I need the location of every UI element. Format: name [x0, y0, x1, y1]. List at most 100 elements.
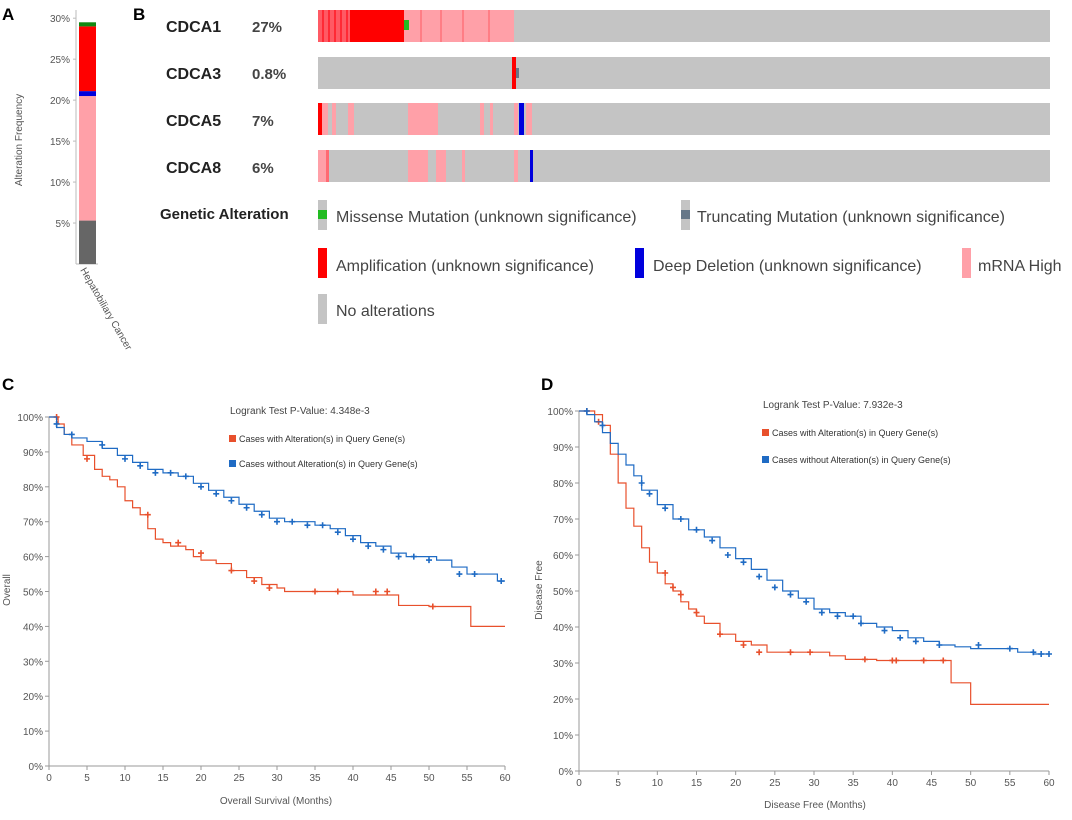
mrna-high-mark: [348, 103, 354, 135]
mrna-stripe: [462, 10, 464, 42]
panel-a-stacked-bar: [79, 22, 96, 264]
censor-mark-altered: [312, 588, 318, 595]
mrna-high-mark: [480, 103, 484, 135]
y-tick-label: 20%: [23, 692, 43, 703]
censor-mark-altered: [920, 657, 927, 664]
x-tick-label: 10: [119, 773, 131, 784]
mrna-high-mark: [526, 103, 532, 135]
censor-mark-unaltered: [213, 490, 220, 497]
y-tick-label: 60%: [23, 553, 43, 564]
gene-label-cdca3: CDCA3: [166, 66, 221, 83]
legend-label: mRNA High: [978, 258, 1062, 275]
censor-mark-unaltered: [68, 431, 75, 438]
deep-deletion-mark: [530, 150, 533, 182]
panel-c-legend-swatch-unaltered: [229, 460, 236, 467]
panel-a-y-ticks: 5% 10% 15% 20% 25% 30%: [50, 14, 76, 230]
oncoprint-track-cdca5: [318, 103, 1050, 135]
x-tick-label: 20: [195, 773, 207, 784]
y-tick-label: 10%: [553, 731, 573, 742]
legend-item-no-alterations: No alterations: [318, 294, 435, 324]
y-tick-label: 0%: [29, 762, 44, 773]
y-tick-label: 20%: [50, 96, 70, 107]
y-tick-label: 0%: [559, 767, 574, 778]
legend-label: No alterations: [336, 303, 435, 320]
censor-mark-unaltered: [274, 518, 280, 525]
legend-item-missense: Missense Mutation (unknown significance): [318, 200, 637, 230]
y-tick-label: 90%: [23, 448, 43, 459]
y-tick-label: 80%: [23, 483, 43, 494]
y-tick-label: 90%: [553, 443, 573, 454]
oncoprint-track-cdca1: [318, 10, 1050, 42]
y-tick-label: 100%: [547, 407, 573, 418]
censor-mark-unaltered: [1030, 649, 1037, 656]
track-bg: [318, 57, 1050, 89]
censor-mark-altered: [740, 642, 747, 648]
censor-mark-altered: [84, 455, 90, 462]
y-tick-label: 30%: [553, 659, 573, 670]
censor-mark-unaltered: [912, 638, 919, 645]
y-tick-label: 70%: [553, 515, 573, 526]
x-tick-label: 40: [887, 778, 899, 789]
panel-letter-a: A: [2, 5, 14, 24]
y-tick-label: 40%: [23, 622, 43, 633]
censor-mark-unaltered: [756, 573, 763, 580]
censor-mark-altered: [372, 588, 379, 595]
x-tick-label: 5: [84, 773, 90, 784]
km-series-unaltered: [579, 410, 1049, 655]
y-tick-label: 40%: [553, 623, 573, 634]
legend-item-mrna-high: mRNA High: [962, 248, 1062, 278]
gene-label-cdca1: CDCA1: [166, 19, 221, 36]
censor-mark-altered: [266, 585, 273, 592]
censor-mark-unaltered: [182, 473, 189, 480]
censor-mark-unaltered: [228, 497, 235, 504]
censor-mark-unaltered: [936, 642, 943, 648]
legend-label: Missense Mutation (unknown significance): [336, 209, 637, 226]
censor-mark-unaltered: [1046, 651, 1052, 657]
censor-mark-unaltered: [662, 505, 669, 512]
legend-item-truncating: Truncating Mutation (unknown significanc…: [681, 200, 1005, 230]
censor-mark-unaltered: [638, 480, 645, 486]
mrna-high-mark: [408, 103, 438, 135]
y-tick-label: 60%: [553, 551, 573, 562]
legend-swatch: [635, 248, 644, 278]
censor-mark-unaltered: [677, 516, 684, 522]
censor-mark-unaltered: [198, 483, 204, 490]
censor-mark-unaltered: [834, 613, 841, 620]
x-tick-label: 5: [615, 778, 621, 789]
y-tick-label: 50%: [23, 588, 43, 599]
amplification-block: [350, 10, 404, 42]
x-tick-label: 35: [309, 773, 321, 784]
censor-mark-unaltered: [152, 469, 159, 476]
y-tick-label: 10%: [23, 727, 43, 738]
censor-mark-unaltered: [289, 518, 296, 525]
censor-mark-altered: [228, 567, 235, 574]
legend-title: Genetic Alteration: [160, 206, 289, 223]
bar-segment: [79, 220, 96, 264]
censor-mark-unaltered: [258, 511, 265, 518]
censor-mark-unaltered: [818, 609, 825, 616]
oncoprint-track-cdca3: [318, 57, 1050, 89]
censor-mark-unaltered: [881, 627, 888, 634]
censor-mark-unaltered: [693, 526, 700, 533]
y-tick-label: 20%: [553, 695, 573, 706]
censor-mark-unaltered: [243, 504, 250, 511]
y-tick-label: 100%: [17, 413, 43, 424]
y-tick-label: 25%: [50, 55, 70, 66]
x-tick-label: 35: [848, 778, 860, 789]
mrna-stripe: [440, 10, 442, 42]
censor-mark-unaltered: [740, 559, 747, 566]
censor-mark-unaltered: [724, 552, 731, 558]
panel-a-ylabel: Alteration Frequency: [14, 94, 25, 186]
censor-mark-altered: [662, 570, 669, 576]
bar-segment: [79, 91, 96, 97]
x-tick-label: 0: [46, 773, 52, 784]
censor-mark-altered: [693, 609, 700, 616]
legend-item-amplification: Amplification (unknown significance): [318, 248, 594, 278]
censor-mark-altered: [198, 550, 204, 557]
censor-mark-unaltered: [456, 571, 463, 578]
y-tick-label: 5%: [56, 219, 71, 230]
panel-a: A 5% 10% 15% 20% 25% 30% Alteration Frequency…: [2, 5, 134, 353]
bar-segment: [79, 96, 96, 221]
y-tick-label: 10%: [50, 178, 70, 189]
censor-mark-unaltered: [304, 522, 311, 529]
